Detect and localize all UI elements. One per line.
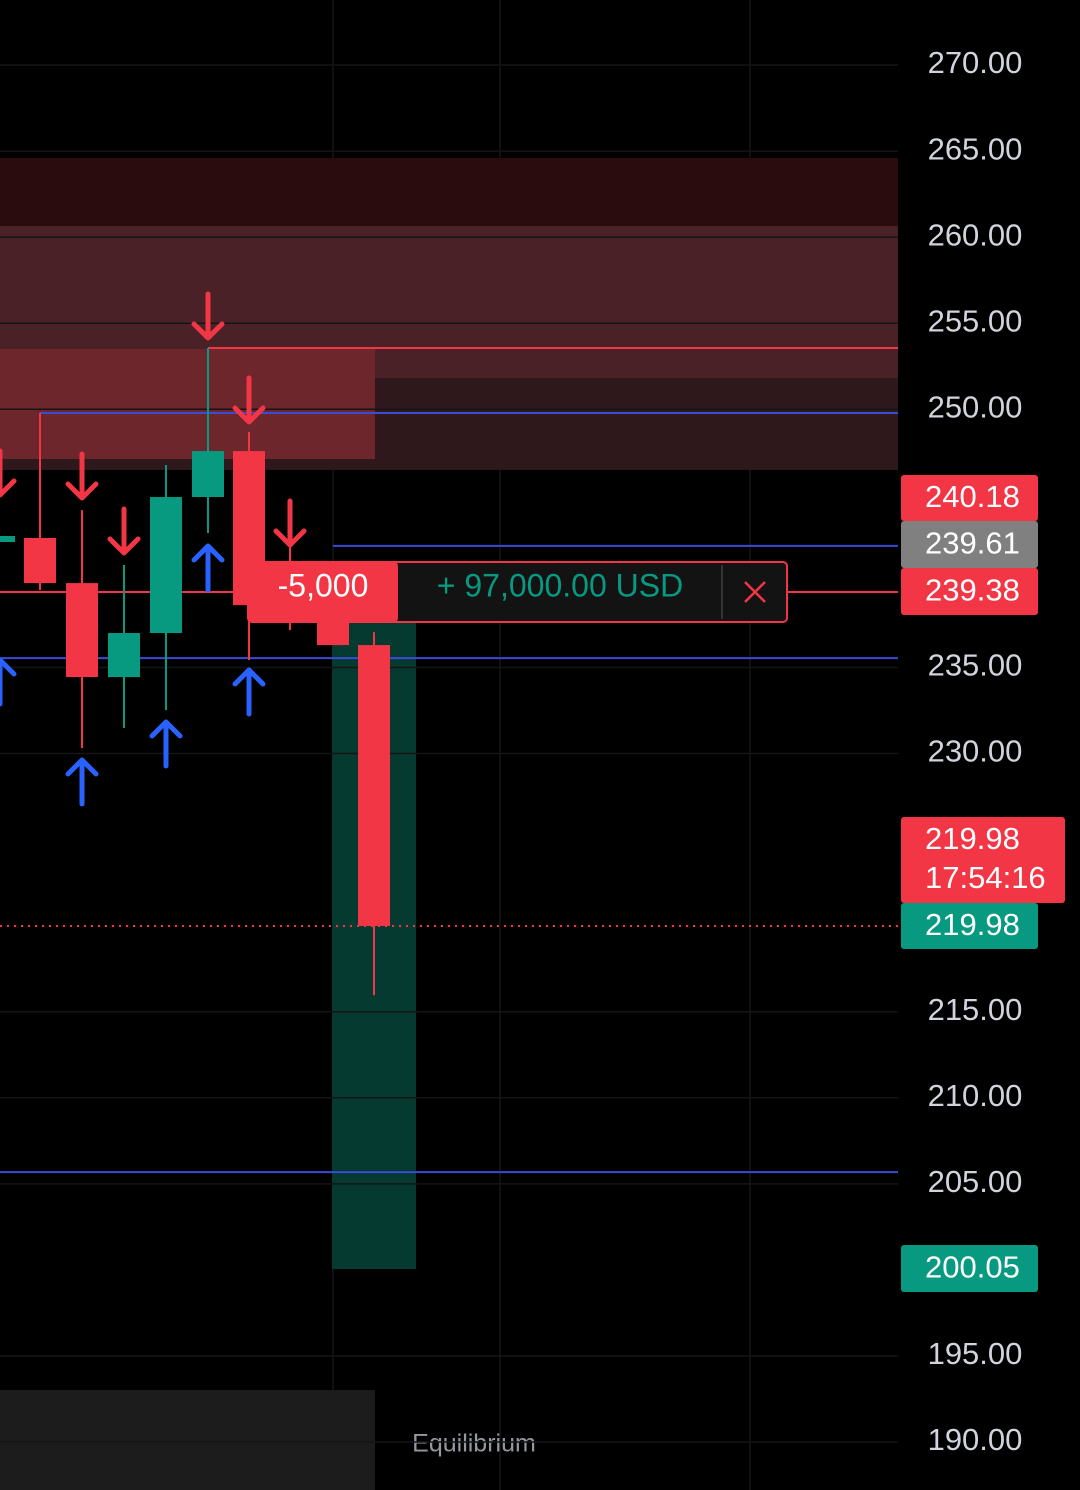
y-tick-label: 265.00 <box>928 131 1023 166</box>
equilibrium-zone <box>0 1390 375 1490</box>
sell-signal <box>107 506 141 556</box>
candle-body-edge <box>0 536 15 542</box>
supply-zone <box>0 349 375 459</box>
candle-body <box>358 645 390 926</box>
sell-signal <box>273 498 307 548</box>
price-label-bg <box>901 568 1038 615</box>
close-button <box>744 581 766 603</box>
price-label-bg <box>901 521 1038 568</box>
price-label-bg <box>901 475 1038 521</box>
position-qty-bg <box>248 562 398 622</box>
price-label: 200.05 <box>925 1250 1020 1285</box>
sell-signal <box>0 448 17 498</box>
price-label: 239.61 <box>925 526 1020 561</box>
candle-body <box>150 497 182 634</box>
price-label-bg <box>901 1245 1038 1292</box>
candle-body <box>66 583 98 678</box>
annotation: Equilibrium <box>412 1430 536 1458</box>
y-tick-label: 190.00 <box>928 1422 1023 1457</box>
y-tick-label: 210.00 <box>928 1078 1023 1113</box>
y-tick-label: 230.00 <box>928 734 1023 769</box>
position-pnl: + 97,000.00 USD <box>437 567 683 603</box>
sell-signal <box>232 375 266 425</box>
buy-signal <box>0 657 17 707</box>
y-tick-label: 215.00 <box>928 992 1023 1027</box>
sell-signal <box>65 451 99 501</box>
candle-body <box>108 633 140 678</box>
price-label: 239.38 <box>925 573 1020 608</box>
y-tick-label: 205.00 <box>928 1164 1023 1199</box>
buy-signal <box>191 543 225 593</box>
y-tick-label: 195.00 <box>928 1336 1023 1371</box>
price-label-bg <box>901 903 1038 949</box>
price-label-bg <box>901 817 1065 903</box>
price-label: 219.98 <box>925 821 1020 856</box>
price-label: 240.18 <box>925 479 1020 514</box>
candle-body <box>24 537 56 584</box>
buy-signal <box>149 719 183 769</box>
y-tick-label: 250.00 <box>928 389 1023 424</box>
countdown: 17:54:16 <box>925 860 1046 895</box>
sell-signal <box>191 291 225 341</box>
buy-signal <box>232 667 266 717</box>
position-qty: -5,000 <box>278 567 369 603</box>
candle-body <box>192 451 224 498</box>
y-tick-label: 255.00 <box>928 303 1023 338</box>
buy-signal <box>65 757 99 807</box>
y-tick-label: 235.00 <box>928 648 1023 683</box>
price-label: 219.98 <box>925 907 1020 942</box>
y-tick-label: 260.00 <box>928 217 1023 252</box>
y-tick-label: 270.00 <box>928 45 1023 80</box>
